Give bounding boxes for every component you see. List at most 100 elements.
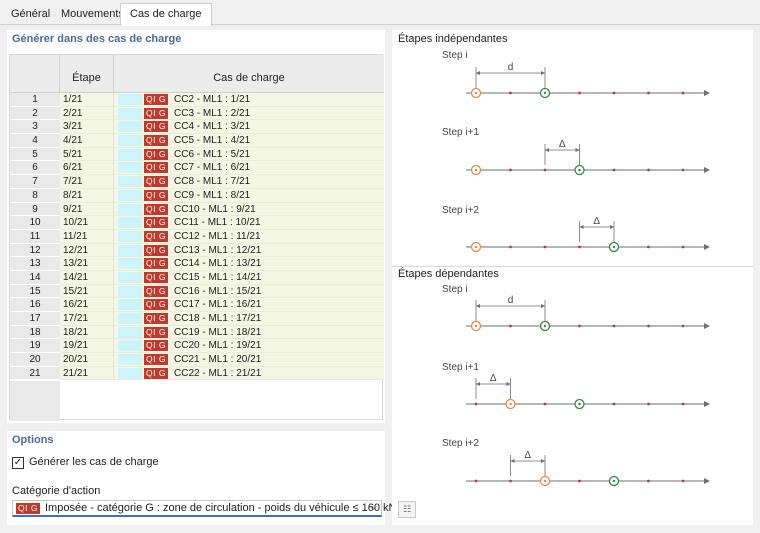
category-select[interactable]: QI G Imposée - catégorie G : zone de cir… [12, 500, 397, 517]
diagram-settings-icon[interactable]: ☷ [398, 501, 416, 518]
table-row[interactable]: 13 13/21 QI G CC14 - ML1 : 13/21 [10, 257, 384, 271]
track-dot [612, 324, 616, 328]
cas-label: CC10 - ML1 : 9/21 [174, 203, 256, 215]
cas-cell[interactable]: QI G CC22 - ML1 : 21/21 [114, 366, 384, 381]
etape-cell[interactable]: 2/21 [60, 106, 114, 121]
row-number: 7 [10, 175, 60, 189]
cas-cell[interactable]: QI G CC5 - ML1 : 4/21 [114, 134, 384, 148]
cas-label: CC2 - ML1 : 1/21 [174, 94, 251, 105]
cas-cell[interactable]: QI G CC2 - ML1 : 1/21 [114, 93, 384, 107]
cas-cell[interactable]: QI G CC14 - ML1 : 13/21 [114, 257, 384, 271]
chevron-down-icon[interactable]: ⌵ [369, 502, 377, 513]
qi-g-badge: QI G [144, 299, 168, 311]
etape-cell[interactable]: 1/21 [60, 93, 114, 107]
etape-cell[interactable]: 19/21 [60, 339, 114, 354]
cas-cell[interactable]: QI G CC7 - ML1 : 6/21 [114, 161, 384, 176]
qi-g-badge: QI G [144, 217, 168, 229]
options-section: Options ✓ Générer les cas de charge Caté… [7, 431, 397, 525]
etape-cell[interactable]: 8/21 [60, 188, 114, 203]
dep-step-i1-label: Step i+1 [442, 362, 479, 373]
track-dot [509, 91, 512, 95]
etape-cell[interactable]: 7/21 [60, 175, 114, 189]
cas-cell[interactable]: QI G CC21 - ML1 : 20/21 [114, 353, 384, 367]
etape-cell[interactable]: 13/21 [60, 257, 114, 271]
table-row[interactable]: 3 3/21 QI G CC4 - ML1 : 3/21 [10, 120, 384, 135]
generate-checkbox[interactable]: ✓ [12, 457, 24, 469]
cas-cell[interactable]: QI G CC20 - ML1 : 19/21 [114, 339, 384, 354]
etape-cell[interactable]: 11/21 [60, 229, 114, 244]
table-row[interactable]: 7 7/21 QI G CC8 - ML1 : 7/21 [10, 175, 384, 189]
cas-cell[interactable]: QI G CC4 - ML1 : 3/21 [114, 120, 384, 135]
cas-cell[interactable]: QI G CC19 - ML1 : 18/21 [114, 325, 384, 340]
dimension-label: Δ [490, 373, 497, 384]
color-swatch [118, 217, 142, 229]
cas-cell[interactable]: QI G CC12 - ML1 : 11/21 [114, 229, 384, 244]
etape-cell[interactable]: 3/21 [60, 120, 114, 135]
header-etape[interactable]: Étape [60, 55, 114, 93]
table-row[interactable]: 9 9/21 QI G CC10 - ML1 : 9/21 [10, 202, 384, 217]
header-cas-de-charge[interactable]: Cas de charge [213, 72, 285, 84]
table-row[interactable]: 18 18/21 QI G CC19 - ML1 : 18/21 [10, 325, 384, 340]
generate-checkbox-label[interactable]: Générer les cas de charge [29, 456, 159, 468]
qi-g-badge: QI G [144, 203, 168, 215]
tab-general[interactable]: Général [11, 8, 51, 20]
tab-mouvements[interactable]: Mouvements [61, 8, 124, 20]
cas-cell[interactable]: QI G CC18 - ML1 : 17/21 [114, 312, 384, 326]
etape-cell[interactable]: 20/21 [60, 353, 114, 367]
table-row[interactable]: 5 5/21 QI G CC6 - ML1 : 5/21 [10, 147, 384, 162]
cas-cell[interactable]: QI G CC15 - ML1 : 14/21 [114, 270, 384, 285]
etape-cell[interactable]: 15/21 [60, 284, 114, 299]
track-dot [681, 168, 685, 172]
etape-cell[interactable]: 17/21 [60, 312, 114, 326]
header-row-number [10, 55, 60, 93]
table-row[interactable]: 20 20/21 QI G CC21 - ML1 : 20/21 [10, 353, 384, 367]
cas-label: CC8 - ML1 : 7/21 [174, 176, 251, 188]
cas-cell[interactable]: QI G CC13 - ML1 : 12/21 [114, 243, 384, 258]
table-row[interactable]: 19 19/21 QI G CC20 - ML1 : 19/21 [10, 339, 384, 354]
table-row[interactable]: 21 21/21 QI G CC22 - ML1 : 21/21 [10, 366, 384, 381]
etape-cell[interactable]: 18/21 [60, 325, 114, 340]
etape-cell[interactable]: 16/21 [60, 298, 114, 312]
category-label: Catégorie d'action [12, 485, 101, 497]
cas-cell[interactable]: QI G CC17 - ML1 : 16/21 [114, 298, 384, 312]
table-row[interactable]: 17 17/21 QI G CC18 - ML1 : 17/21 [10, 312, 384, 326]
qi-g-badge: QI G [144, 340, 168, 352]
cas-cell[interactable]: QI G CC11 - ML1 : 10/21 [114, 216, 384, 230]
table-row[interactable]: 1 1/21 QI G CC2 - ML1 : 1/21 [10, 93, 384, 107]
table-row[interactable]: 2 2/21 QI G CC3 - ML1 : 2/21 [10, 106, 384, 121]
cas-cell[interactable]: QI G CC8 - ML1 : 7/21 [114, 175, 384, 189]
track-dot [474, 402, 478, 406]
track-dot [681, 479, 685, 483]
row-number: 12 [10, 243, 60, 258]
table-row[interactable]: 4 4/21 QI G CC5 - ML1 : 4/21 [10, 134, 384, 148]
table-row[interactable]: 10 10/21 QI G CC11 - ML1 : 10/21 [10, 216, 384, 230]
etape-cell[interactable]: 5/21 [60, 147, 114, 162]
table-row[interactable]: 16 16/21 QI G CC17 - ML1 : 16/21 [10, 298, 384, 312]
cas-cell[interactable]: QI G CC10 - ML1 : 9/21 [114, 202, 384, 217]
etape-cell[interactable]: 21/21 [60, 366, 114, 381]
etape-cell[interactable]: 9/21 [60, 202, 114, 217]
cas-cell[interactable]: QI G CC16 - ML1 : 15/21 [114, 284, 384, 299]
etape-cell[interactable]: 14/21 [60, 270, 114, 285]
table-row[interactable]: 11 11/21 QI G CC12 - ML1 : 11/21 [10, 229, 384, 244]
cas-label: CC16 - ML1 : 15/21 [174, 285, 262, 297]
table-row[interactable]: 8 8/21 QI G CC9 - ML1 : 8/21 [10, 188, 384, 203]
cas-cell[interactable]: QI G CC6 - ML1 : 5/21 [114, 147, 384, 162]
table-row[interactable]: 6 6/21 QI G CC7 - ML1 : 6/21 [10, 161, 384, 176]
dimension-arrow [575, 148, 580, 152]
table-row[interactable]: 12 12/21 QI G CC13 - ML1 : 12/21 [10, 243, 384, 258]
etape-cell[interactable]: 4/21 [60, 134, 114, 148]
table-row[interactable]: 14 14/21 QI G CC15 - ML1 : 14/21 [10, 270, 384, 285]
etape-cell[interactable]: 12/21 [60, 243, 114, 258]
track-arrow [704, 478, 710, 484]
row-number: 4 [10, 134, 60, 148]
table-body: 1 1/21 QI G CC2 - ML1 : 1/21 2 2/21 QI G CC3 - … [10, 93, 384, 381]
cas-cell[interactable]: QI G CC3 - ML1 : 2/21 [114, 106, 384, 121]
etape-cell[interactable]: 6/21 [60, 161, 114, 176]
dimension-arrow [610, 225, 614, 229]
table-row[interactable]: 15 15/21 QI G CC16 - ML1 : 15/21 [10, 284, 384, 299]
etape-cell[interactable]: 10/21 [60, 216, 114, 230]
row-number: 8 [10, 188, 60, 203]
cas-cell[interactable]: QI G CC9 - ML1 : 8/21 [114, 188, 384, 203]
tab-cas-de-charge[interactable]: Cas de charge [120, 3, 212, 26]
